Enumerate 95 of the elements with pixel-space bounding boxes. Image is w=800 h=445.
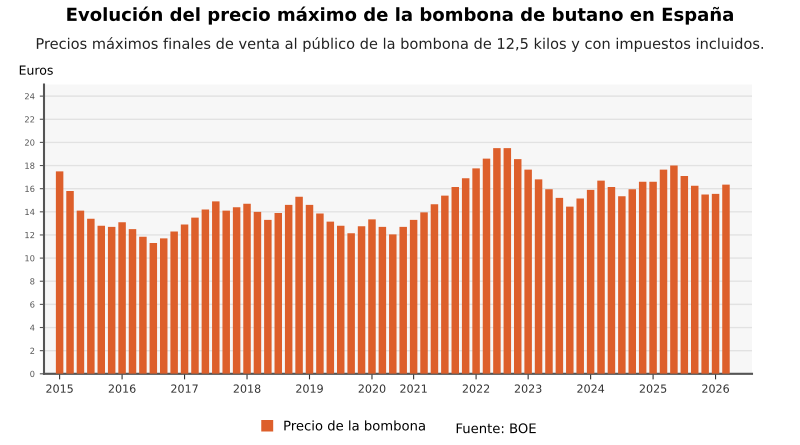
- bar: [150, 243, 158, 374]
- bar: [638, 182, 646, 374]
- bar: [597, 180, 605, 374]
- y-tick-label: 0: [30, 370, 34, 378]
- bar: [87, 218, 95, 374]
- bar: [722, 184, 730, 374]
- x-tick-label: 2016: [108, 384, 136, 393]
- bar: [462, 178, 470, 374]
- bar: [441, 196, 449, 374]
- y-tick-label: 18: [25, 162, 34, 169]
- y-tick-label: 2: [30, 348, 34, 354]
- x-tick-label: 2022: [462, 384, 490, 393]
- y-tick-label: 24: [24, 93, 35, 100]
- bar: [274, 212, 282, 374]
- y-axis-title: Euros: [20, 66, 53, 75]
- x-tick-label: 2024: [577, 384, 604, 393]
- bar: [493, 148, 501, 374]
- bar: [504, 148, 512, 374]
- bar: [139, 236, 147, 374]
- bar: [420, 212, 428, 374]
- y-tick-label: 10: [25, 255, 34, 262]
- bar: [222, 210, 230, 374]
- x-tick-label: 2019: [296, 384, 323, 393]
- bar: [608, 186, 616, 374]
- bar: [378, 226, 386, 374]
- y-tick-label: 22: [24, 116, 34, 122]
- bar: [66, 190, 74, 374]
- bar: [254, 212, 262, 374]
- y-tick-label: 14: [25, 208, 35, 215]
- bar: [430, 204, 438, 374]
- bar: [576, 198, 584, 374]
- bar: [212, 201, 220, 374]
- bar: [545, 189, 553, 374]
- bar: [243, 204, 251, 374]
- y-tick-label: 8: [30, 278, 34, 285]
- legend-label: Precio de la bombona: [284, 420, 425, 431]
- bar: [306, 204, 314, 374]
- x-tick-label: 2026: [702, 384, 729, 393]
- bar: [316, 214, 324, 374]
- x-tick-label: 2020: [358, 384, 386, 393]
- bar: [56, 171, 64, 374]
- y-tick-label: 6: [30, 301, 34, 308]
- bar: [347, 233, 355, 374]
- bar: [690, 186, 698, 374]
- source-note: Fuente: BOE: [456, 423, 536, 434]
- bar: [232, 207, 240, 374]
- bar: [336, 226, 344, 374]
- bar: [660, 170, 668, 374]
- chart-title: Evolución del precio máximo de la bombona de butano en España: [67, 6, 733, 25]
- bar: [534, 179, 542, 374]
- bar: [160, 238, 168, 374]
- bar: [389, 234, 397, 374]
- bar: [118, 222, 126, 374]
- bar: [399, 226, 407, 374]
- bar: [586, 190, 594, 374]
- bar: [108, 226, 116, 374]
- bar: [180, 224, 188, 374]
- bar: [514, 159, 522, 374]
- y-tick-label: 20: [24, 139, 34, 146]
- bar: [191, 218, 199, 374]
- bar: [295, 196, 303, 374]
- bar: [410, 220, 418, 374]
- bar: [680, 176, 688, 374]
- bar: [649, 182, 657, 374]
- y-tick-label: 16: [25, 186, 34, 192]
- bar: [452, 186, 460, 374]
- bar: [358, 226, 366, 374]
- x-tick-label: 2021: [400, 384, 427, 393]
- x-tick-label: 2023: [514, 384, 542, 393]
- bar: [128, 229, 136, 374]
- bar: [264, 220, 272, 374]
- bar: [98, 226, 106, 374]
- bar: [472, 168, 480, 374]
- bar: [368, 219, 376, 374]
- bar: [712, 194, 720, 374]
- bar: [482, 158, 490, 374]
- x-tick-label: 2015: [46, 384, 73, 393]
- chart-subtitle: Precios máximos finales de venta al público de la bombona de 12,5 kilos y con impuestos incluidos.: [36, 37, 764, 52]
- bar: [701, 194, 709, 374]
- y-tick-label: 12: [25, 232, 34, 238]
- bar: [556, 198, 564, 374]
- bar: [628, 189, 636, 374]
- bar: [170, 231, 178, 374]
- x-tick-label: 2025: [640, 384, 666, 393]
- x-tick-label: 2017: [171, 384, 198, 393]
- bar: [326, 222, 334, 374]
- y-tick-label: 4: [30, 324, 35, 331]
- bar: [670, 166, 678, 374]
- bar: [76, 210, 84, 374]
- x-tick-label: 2018: [234, 384, 260, 393]
- bar: [566, 206, 574, 374]
- bar: [202, 210, 210, 374]
- bar: [524, 170, 532, 374]
- bar: [284, 204, 292, 374]
- bar: [618, 196, 626, 374]
